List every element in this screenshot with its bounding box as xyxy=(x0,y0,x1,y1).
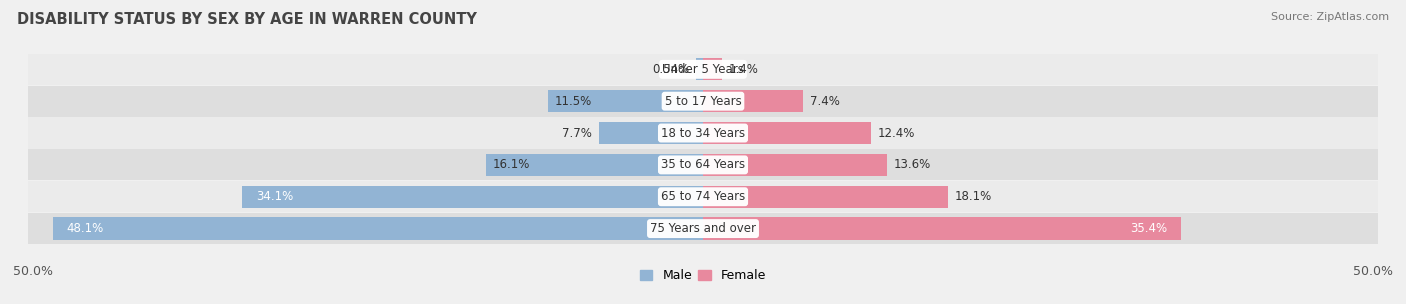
Text: 35 to 64 Years: 35 to 64 Years xyxy=(661,158,745,171)
Text: Source: ZipAtlas.com: Source: ZipAtlas.com xyxy=(1271,12,1389,22)
Bar xyxy=(53,217,703,240)
Text: 75 Years and over: 75 Years and over xyxy=(650,222,756,235)
Text: 5 to 17 Years: 5 to 17 Years xyxy=(665,95,741,108)
Bar xyxy=(28,213,1378,244)
Bar xyxy=(28,149,1378,181)
Text: 13.6%: 13.6% xyxy=(893,158,931,171)
Text: 50.0%: 50.0% xyxy=(13,265,52,278)
Bar xyxy=(703,58,721,81)
Text: 34.1%: 34.1% xyxy=(256,190,292,203)
Text: 11.5%: 11.5% xyxy=(554,95,592,108)
Text: 18 to 34 Years: 18 to 34 Years xyxy=(661,126,745,140)
Text: 7.7%: 7.7% xyxy=(562,126,592,140)
Text: 50.0%: 50.0% xyxy=(1354,265,1393,278)
Text: 1.4%: 1.4% xyxy=(728,63,759,76)
Bar xyxy=(703,185,948,208)
Bar xyxy=(703,217,1181,240)
Text: 48.1%: 48.1% xyxy=(66,222,104,235)
Text: 16.1%: 16.1% xyxy=(492,158,530,171)
Bar xyxy=(28,86,1378,117)
Bar xyxy=(703,122,870,144)
Bar xyxy=(485,154,703,176)
Bar xyxy=(28,54,1378,85)
Bar xyxy=(548,90,703,112)
Legend: Male, Female: Male, Female xyxy=(636,264,770,287)
Text: 65 to 74 Years: 65 to 74 Years xyxy=(661,190,745,203)
Bar xyxy=(28,181,1378,212)
Bar xyxy=(703,154,887,176)
Bar xyxy=(599,122,703,144)
Bar xyxy=(696,58,703,81)
Text: DISABILITY STATUS BY SEX BY AGE IN WARREN COUNTY: DISABILITY STATUS BY SEX BY AGE IN WARRE… xyxy=(17,12,477,27)
Text: 0.54%: 0.54% xyxy=(652,63,689,76)
Bar xyxy=(703,90,803,112)
Text: 7.4%: 7.4% xyxy=(810,95,839,108)
Text: 18.1%: 18.1% xyxy=(955,190,991,203)
Bar xyxy=(28,117,1378,149)
Bar xyxy=(242,185,703,208)
Text: 35.4%: 35.4% xyxy=(1130,222,1168,235)
Text: 12.4%: 12.4% xyxy=(877,126,915,140)
Text: Under 5 Years: Under 5 Years xyxy=(662,63,744,76)
